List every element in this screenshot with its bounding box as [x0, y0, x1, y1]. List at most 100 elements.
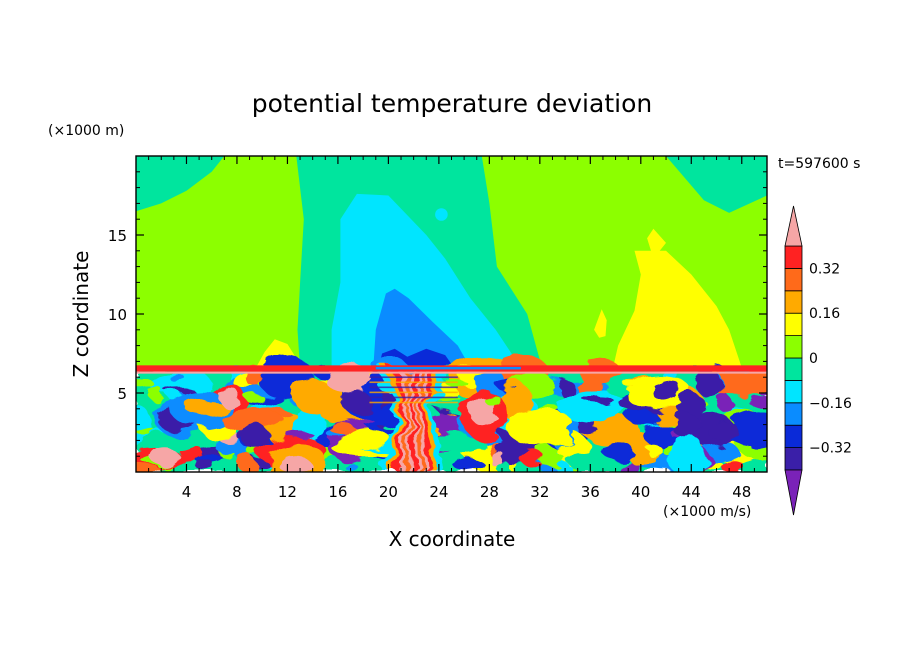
x-tick-label: 4	[182, 483, 192, 501]
field-lower-cell	[245, 394, 265, 403]
x-tick-label: 36	[581, 483, 600, 501]
field-lower-cell	[601, 441, 634, 459]
interface-wave-stripe	[369, 381, 458, 384]
upper-layer-field	[136, 156, 767, 370]
y-axis-label: Z coordinate	[69, 251, 93, 378]
x-tick-label: 28	[480, 483, 499, 501]
contour-upper-warm-lobe	[613, 250, 742, 368]
lower-layer-field	[136, 355, 767, 472]
colorbar-label: 0	[809, 351, 818, 367]
x-tick-label: 8	[232, 483, 242, 501]
contour-upper-right-corner	[666, 156, 767, 213]
field-lower-cell	[345, 463, 359, 472]
field-lower-cool-patch	[708, 418, 737, 444]
field-lower-warm-eddy	[216, 386, 240, 406]
field-lower-plume-band	[410, 369, 417, 472]
field-lower-cell	[136, 405, 153, 446]
chart-title: potential temperature deviation	[252, 89, 652, 118]
field-lower-cell	[195, 459, 214, 471]
colorbar-swatch	[784, 267, 803, 292]
field-lower-cell	[558, 378, 574, 398]
x-unit-label: (×1000 m/s)	[663, 504, 751, 520]
colorbar-swatch	[784, 245, 803, 269]
field-lower-cell	[236, 455, 257, 472]
field-lower-cell	[507, 407, 570, 447]
x-axis-label: X coordinate	[389, 527, 516, 551]
x-tick-label: 12	[278, 483, 297, 501]
interface-wave-stripe	[369, 391, 458, 394]
colorbar-max-arrow	[784, 205, 803, 247]
field-lower-cell	[346, 427, 390, 450]
field-lower-cell	[219, 408, 284, 431]
field-lower-cell	[292, 377, 332, 413]
field-lower-cell	[721, 458, 743, 472]
x-tick-label: 48	[732, 483, 751, 501]
x-tick-label: 40	[631, 483, 650, 501]
field-lower-cell	[716, 395, 733, 411]
x-axis: 4 8 12 16 20 24 28 32 36 40 44 48	[148, 156, 755, 501]
interface-band	[136, 365, 767, 404]
contour-upper-left-corner	[136, 156, 225, 212]
colorbar-min-arrow	[784, 469, 803, 516]
x-tick-label: 44	[682, 483, 701, 501]
colorbar-swatch	[784, 402, 803, 426]
field-lower-cell	[668, 435, 707, 472]
field-lower-cell	[569, 455, 605, 471]
field-lower-cell	[168, 391, 183, 402]
y-tick-label: 15	[108, 227, 127, 245]
contour-upper-warm-tip	[647, 228, 666, 259]
field-lower-warm-eddy	[520, 451, 547, 468]
plot-area	[136, 156, 767, 472]
y-axis: 5 10 15	[108, 171, 767, 457]
contour-upper-blue-lobe	[373, 288, 471, 368]
x-tick-label: 20	[379, 483, 398, 501]
field-lower-cool-patch	[242, 424, 270, 450]
colorbar-label: −0.32	[809, 441, 852, 457]
colorbar-swatch	[784, 379, 803, 404]
interface-cool-line	[375, 366, 521, 370]
field-lower-cool-patch	[652, 377, 680, 403]
field-lower-cell	[489, 446, 501, 466]
colorbar-swatch	[784, 312, 803, 337]
field-lower-cell	[136, 377, 154, 390]
field-lower-cell	[747, 398, 767, 405]
field-lower-cell	[136, 427, 156, 435]
interface-wave-stripe	[369, 376, 458, 379]
field-lower-cell	[496, 460, 510, 472]
field-lower-cell	[454, 458, 485, 472]
field-lower-cell	[646, 441, 661, 457]
x-tick-label: 32	[530, 483, 549, 501]
x-tick-label: 24	[429, 483, 448, 501]
interface-pink-line	[136, 371, 767, 374]
y-tick-label: 5	[117, 385, 127, 403]
field-lower-warm-eddy	[484, 393, 500, 406]
x-tick-label: 16	[328, 483, 347, 501]
colorbar-swatch	[784, 357, 803, 381]
contour-upper-warm-islet	[594, 309, 607, 338]
colorbar-swatch	[784, 424, 803, 449]
colorbar-swatch	[784, 290, 803, 314]
colorbar-label: 0.16	[809, 306, 840, 322]
field-lower-cool-patch	[677, 393, 706, 419]
colorbar-swatch	[784, 335, 803, 359]
field-lower-cool-patch	[343, 389, 371, 416]
field-lower-cell	[428, 433, 485, 453]
interface-wave-stripe	[369, 396, 458, 399]
y-tick-label: 10	[108, 306, 127, 324]
field-lower-cell	[150, 386, 164, 404]
field-lower-cell	[288, 433, 316, 440]
field-lower-cell	[726, 409, 767, 450]
field-lower-cell	[183, 398, 227, 415]
time-label: t=597600 s	[778, 156, 860, 172]
y-unit-label: (×1000 m)	[48, 123, 124, 139]
colorbar: 0.32 0.16 0 −0.16 −0.32	[784, 205, 852, 516]
field-lower-cool-patch	[671, 412, 699, 438]
field-lower-cell	[583, 395, 614, 405]
interface-wave-stripe	[369, 386, 458, 389]
field-lower-cell	[170, 374, 186, 384]
colorbar-label: 0.32	[809, 261, 840, 277]
field-lower-warm-eddy	[149, 446, 178, 466]
colorbar-swatch	[784, 447, 803, 471]
field-lower-cool-patch	[696, 372, 725, 398]
